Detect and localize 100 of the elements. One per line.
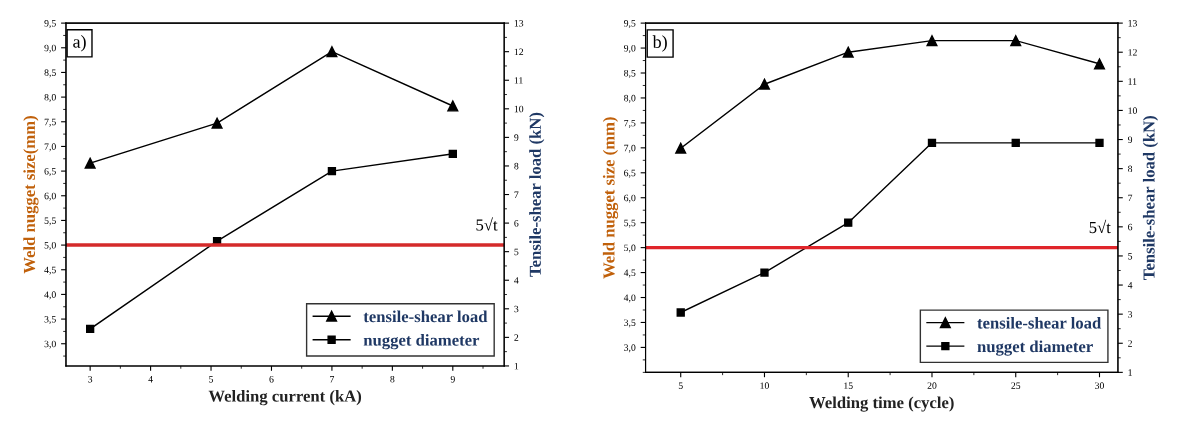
x-tick-label: 4 [148, 376, 153, 383]
y2-tick-label: 11 [514, 77, 523, 84]
x-tick-label: 7 [330, 376, 335, 383]
y2-tick-label: 2 [514, 334, 519, 341]
point [1095, 138, 1104, 148]
y-tick-label: 6,0 [44, 192, 56, 201]
y2-axis-title: Tensile-shear load (kN) [1142, 116, 1159, 280]
point [448, 149, 457, 158]
legend-label: nugget diameter [977, 340, 1093, 356]
x-tick-label: 3 [88, 375, 93, 383]
legend-label: tensile-shear load [977, 316, 1102, 329]
y-tick-label: 6,0 [624, 194, 636, 203]
point [676, 308, 685, 317]
legend-label: nugget diameter [363, 334, 480, 350]
point [842, 46, 854, 58]
y2-tick-label: 7 [514, 191, 519, 198]
y-tick-label: 5,0 [624, 244, 636, 253]
y-tick-label: 6,5 [44, 168, 56, 176]
y2-tick-label: 5 [1128, 252, 1133, 260]
y2-tick-label: 1 [1128, 369, 1132, 376]
y-tick-label: 3,5 [624, 319, 636, 328]
y-tick-label: 4,5 [623, 269, 636, 278]
x-tick-label: 15 [844, 382, 853, 389]
y-tick-label: 9,0 [44, 44, 56, 53]
y-tick-label: 3,0 [44, 340, 56, 349]
x-tick-label: 25 [1011, 382, 1021, 389]
point [758, 78, 771, 90]
point [760, 268, 769, 277]
y2-tick-label: 1 [514, 362, 519, 370]
y2-tick-label: 11 [1128, 78, 1137, 85]
y-tick-label: 9,5 [623, 20, 636, 28]
y2-tick-label: 4 [514, 277, 519, 284]
y2-tick-label: 13 [514, 20, 524, 27]
y2-tick-label: 12 [514, 48, 524, 56]
y-tick-label: 5,0 [44, 241, 56, 250]
point [211, 117, 223, 129]
y-tick-label: 4,5 [44, 266, 56, 275]
y2-tick-label: 6 [1128, 223, 1133, 231]
x-tick-label: 5 [209, 376, 214, 383]
y-tick-label: 9,0 [623, 44, 636, 53]
point [84, 157, 96, 169]
y2-tick-label: 9 [514, 134, 519, 141]
y-tick-label: 4,0 [44, 291, 56, 300]
point [1010, 35, 1022, 47]
point [927, 138, 937, 148]
ref-line-label: 5√t [476, 217, 498, 231]
y-tick-label: 4,0 [623, 294, 636, 303]
y2-tick-label: 12 [1128, 49, 1137, 56]
y-tick-label: 7,5 [624, 119, 636, 128]
point [85, 324, 95, 334]
y2-tick-label: 3 [1128, 311, 1133, 318]
y-tick-label: 7,5 [44, 118, 56, 127]
x-axis-title: Welding current (kA) [208, 390, 362, 406]
y-axis-title: Weld nugget size(mm) [23, 116, 39, 274]
point [1093, 58, 1106, 70]
x-tick-label: 6 [269, 375, 274, 383]
y-tick-label: 8,5 [44, 69, 56, 78]
y2-axis-title: Tensile-shear load (kN) [529, 112, 545, 277]
point [326, 46, 338, 58]
y2-tick-label: 10 [1128, 107, 1137, 114]
y-tick-label: 7,0 [44, 143, 56, 152]
x-tick-label: 20 [927, 382, 937, 389]
point [926, 35, 938, 47]
x-tick-label: 8 [390, 375, 395, 383]
y-tick-label: 7,0 [624, 144, 636, 153]
y2-tick-label: 9 [1127, 136, 1133, 143]
y-tick-label: 8,0 [44, 94, 56, 102]
y-tick-label: 5,5 [624, 219, 636, 228]
y2-tick-label: 4 [1127, 282, 1133, 289]
y2-tick-label: 8 [1128, 165, 1133, 173]
y2-tick-label: 3 [514, 305, 519, 313]
y-tick-label: 8,0 [624, 94, 636, 103]
x-tick-label: 5 [678, 382, 683, 389]
point [675, 142, 687, 154]
point [447, 100, 459, 112]
y-tick-label: 3,5 [44, 316, 56, 324]
point [327, 166, 337, 176]
y2-tick-label: 13 [1128, 20, 1137, 27]
annotation: a) [73, 35, 86, 52]
y2-tick-label: 8 [514, 162, 519, 170]
y2-tick-label: 10 [514, 105, 524, 113]
x-tick-label: 10 [760, 382, 769, 389]
y-tick-label: 6,5 [624, 169, 636, 178]
y-tick-label: 5,5 [44, 217, 56, 226]
y2-tick-label: 7 [1128, 194, 1133, 202]
y-tick-label: 9,5 [44, 20, 56, 28]
point [844, 218, 853, 227]
y2-tick-label: 5 [514, 248, 519, 256]
x-tick-label: 9 [450, 375, 455, 383]
annotation: b) [652, 35, 667, 52]
x-axis-title: Welding time (cycle) [809, 396, 954, 412]
y-axis-title: Weld nugget size (mm) [602, 117, 619, 279]
ref-line-label: 5√t [1089, 219, 1111, 234]
y-tick-label: 3,0 [624, 344, 636, 353]
y2-tick-label: 2 [1128, 340, 1132, 347]
legend-label: tensile-shear load [363, 310, 488, 323]
y-tick-label: 8,5 [624, 69, 636, 78]
x-tick-label: 30 [1095, 382, 1104, 389]
point [1011, 138, 1020, 148]
y2-tick-label: 6 [514, 220, 519, 227]
